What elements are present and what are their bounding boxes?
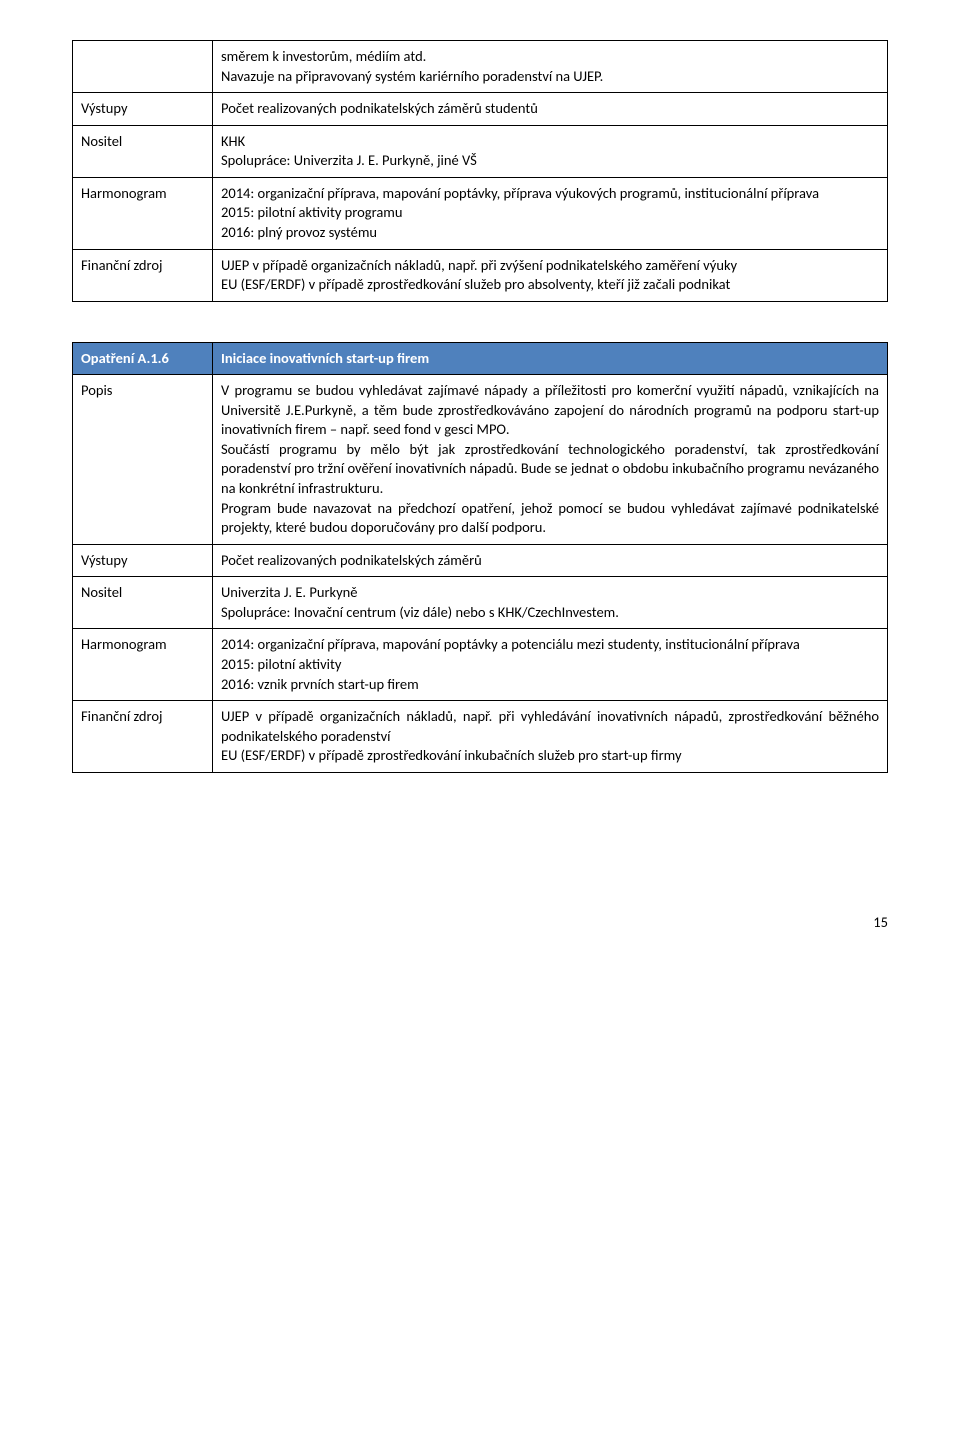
table-2: Opatření A.1.6 Iniciace inovativních sta…	[72, 342, 888, 773]
table-2-body: Opatření A.1.6 Iniciace inovativních sta…	[73, 342, 888, 772]
table-1-row-content: 2014: organizační příprava, mapování pop…	[213, 177, 888, 249]
table-2-row: NositelUniverzita J. E. PurkyněSpoluprác…	[73, 577, 888, 629]
table-1-row-label: Nositel	[73, 125, 213, 177]
table-1-body: směrem k investorům, médiím atd.Navazuje…	[73, 41, 888, 302]
table-1-row: NositelKHKSpolupráce: Univerzita J. E. P…	[73, 125, 888, 177]
table-2-row: Finanční zdrojUJEP v případě organizační…	[73, 701, 888, 773]
table-1-row-label: Harmonogram	[73, 177, 213, 249]
table-2-row-label: Výstupy	[73, 544, 213, 577]
page-number: 15	[72, 913, 888, 933]
table-2-row: PopisV programu se budou vyhledávat zají…	[73, 375, 888, 545]
table-1-row-content: směrem k investorům, médiím atd.Navazuje…	[213, 41, 888, 93]
table-2-row-content: UJEP v případě organizačních nákladů, na…	[213, 701, 888, 773]
table-2-row-content: V programu se budou vyhledávat zajímavé …	[213, 375, 888, 545]
table-2-row-content: Univerzita J. E. PurkyněSpolupráce: Inov…	[213, 577, 888, 629]
table-1: směrem k investorům, médiím atd.Navazuje…	[72, 40, 888, 302]
table-1-row-content: KHKSpolupráce: Univerzita J. E. Purkyně,…	[213, 125, 888, 177]
table-2-row: Harmonogram2014: organizační příprava, m…	[73, 629, 888, 701]
table-2-row-label: Nositel	[73, 577, 213, 629]
table-2-row: VýstupyPočet realizovaných podnikatelský…	[73, 544, 888, 577]
table-1-row-content: UJEP v případě organizačních nákladů, na…	[213, 249, 888, 301]
table-1-row-content: Počet realizovaných podnikatelských zámě…	[213, 93, 888, 126]
table-1-row: VýstupyPočet realizovaných podnikatelský…	[73, 93, 888, 126]
table-1-row: směrem k investorům, médiím atd.Navazuje…	[73, 41, 888, 93]
table-2-row-label: Harmonogram	[73, 629, 213, 701]
table-1-row-label	[73, 41, 213, 93]
table-1-row: Harmonogram2014: organizační příprava, m…	[73, 177, 888, 249]
table-1-row-label: Finanční zdroj	[73, 249, 213, 301]
table-2-row-content: Počet realizovaných podnikatelských zámě…	[213, 544, 888, 577]
table-1-row-label: Výstupy	[73, 93, 213, 126]
table-2-row-label: Finanční zdroj	[73, 701, 213, 773]
table-2-header-row: Opatření A.1.6 Iniciace inovativních sta…	[73, 342, 888, 375]
table-2-row-content: 2014: organizační příprava, mapování pop…	[213, 629, 888, 701]
table-2-header-code: Opatření A.1.6	[73, 342, 213, 375]
table-2-header-title: Iniciace inovativních start-up firem	[213, 342, 888, 375]
table-2-row-label: Popis	[73, 375, 213, 545]
table-1-row: Finanční zdrojUJEP v případě organizační…	[73, 249, 888, 301]
